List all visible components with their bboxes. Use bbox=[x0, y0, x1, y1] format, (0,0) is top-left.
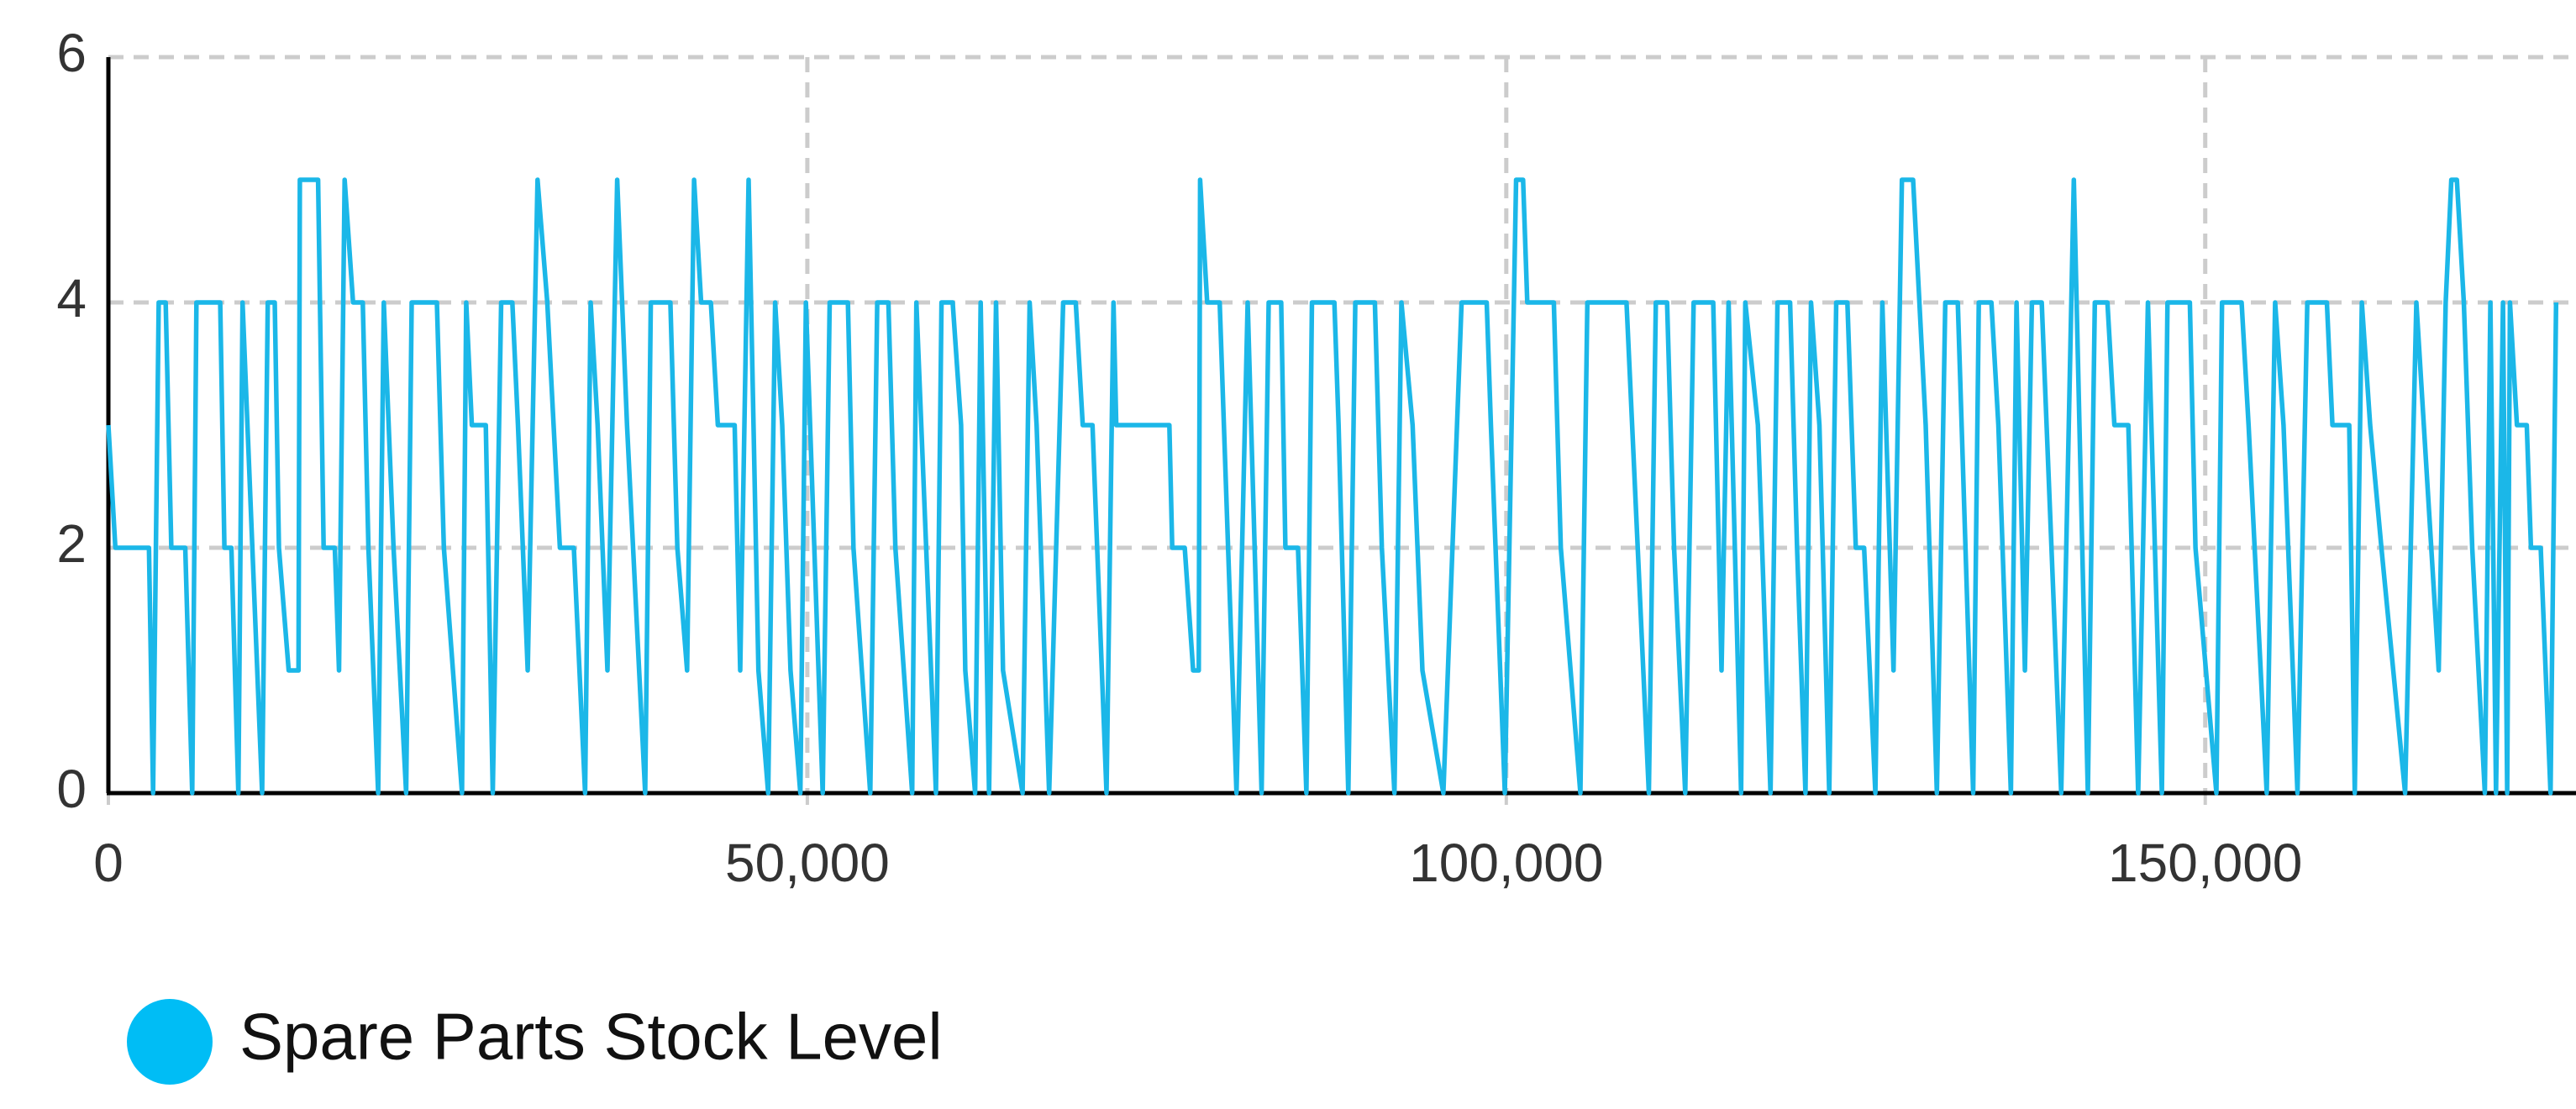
legend-label: Spare Parts Stock Level bbox=[239, 1000, 943, 1074]
x-tick-label: 150,000 bbox=[2108, 833, 2302, 893]
x-tick-label: 100,000 bbox=[1409, 833, 1603, 893]
y-tick-label: 0 bbox=[56, 759, 87, 819]
x-tick-label: 0 bbox=[93, 833, 124, 893]
y-tick-label: 4 bbox=[56, 268, 87, 328]
x-tick-label: 50,000 bbox=[725, 833, 890, 893]
data-line bbox=[106, 177, 2559, 796]
y-tick-label: 6 bbox=[56, 23, 87, 83]
y-tick-label: 2 bbox=[56, 513, 87, 574]
legend-swatch bbox=[127, 999, 213, 1085]
